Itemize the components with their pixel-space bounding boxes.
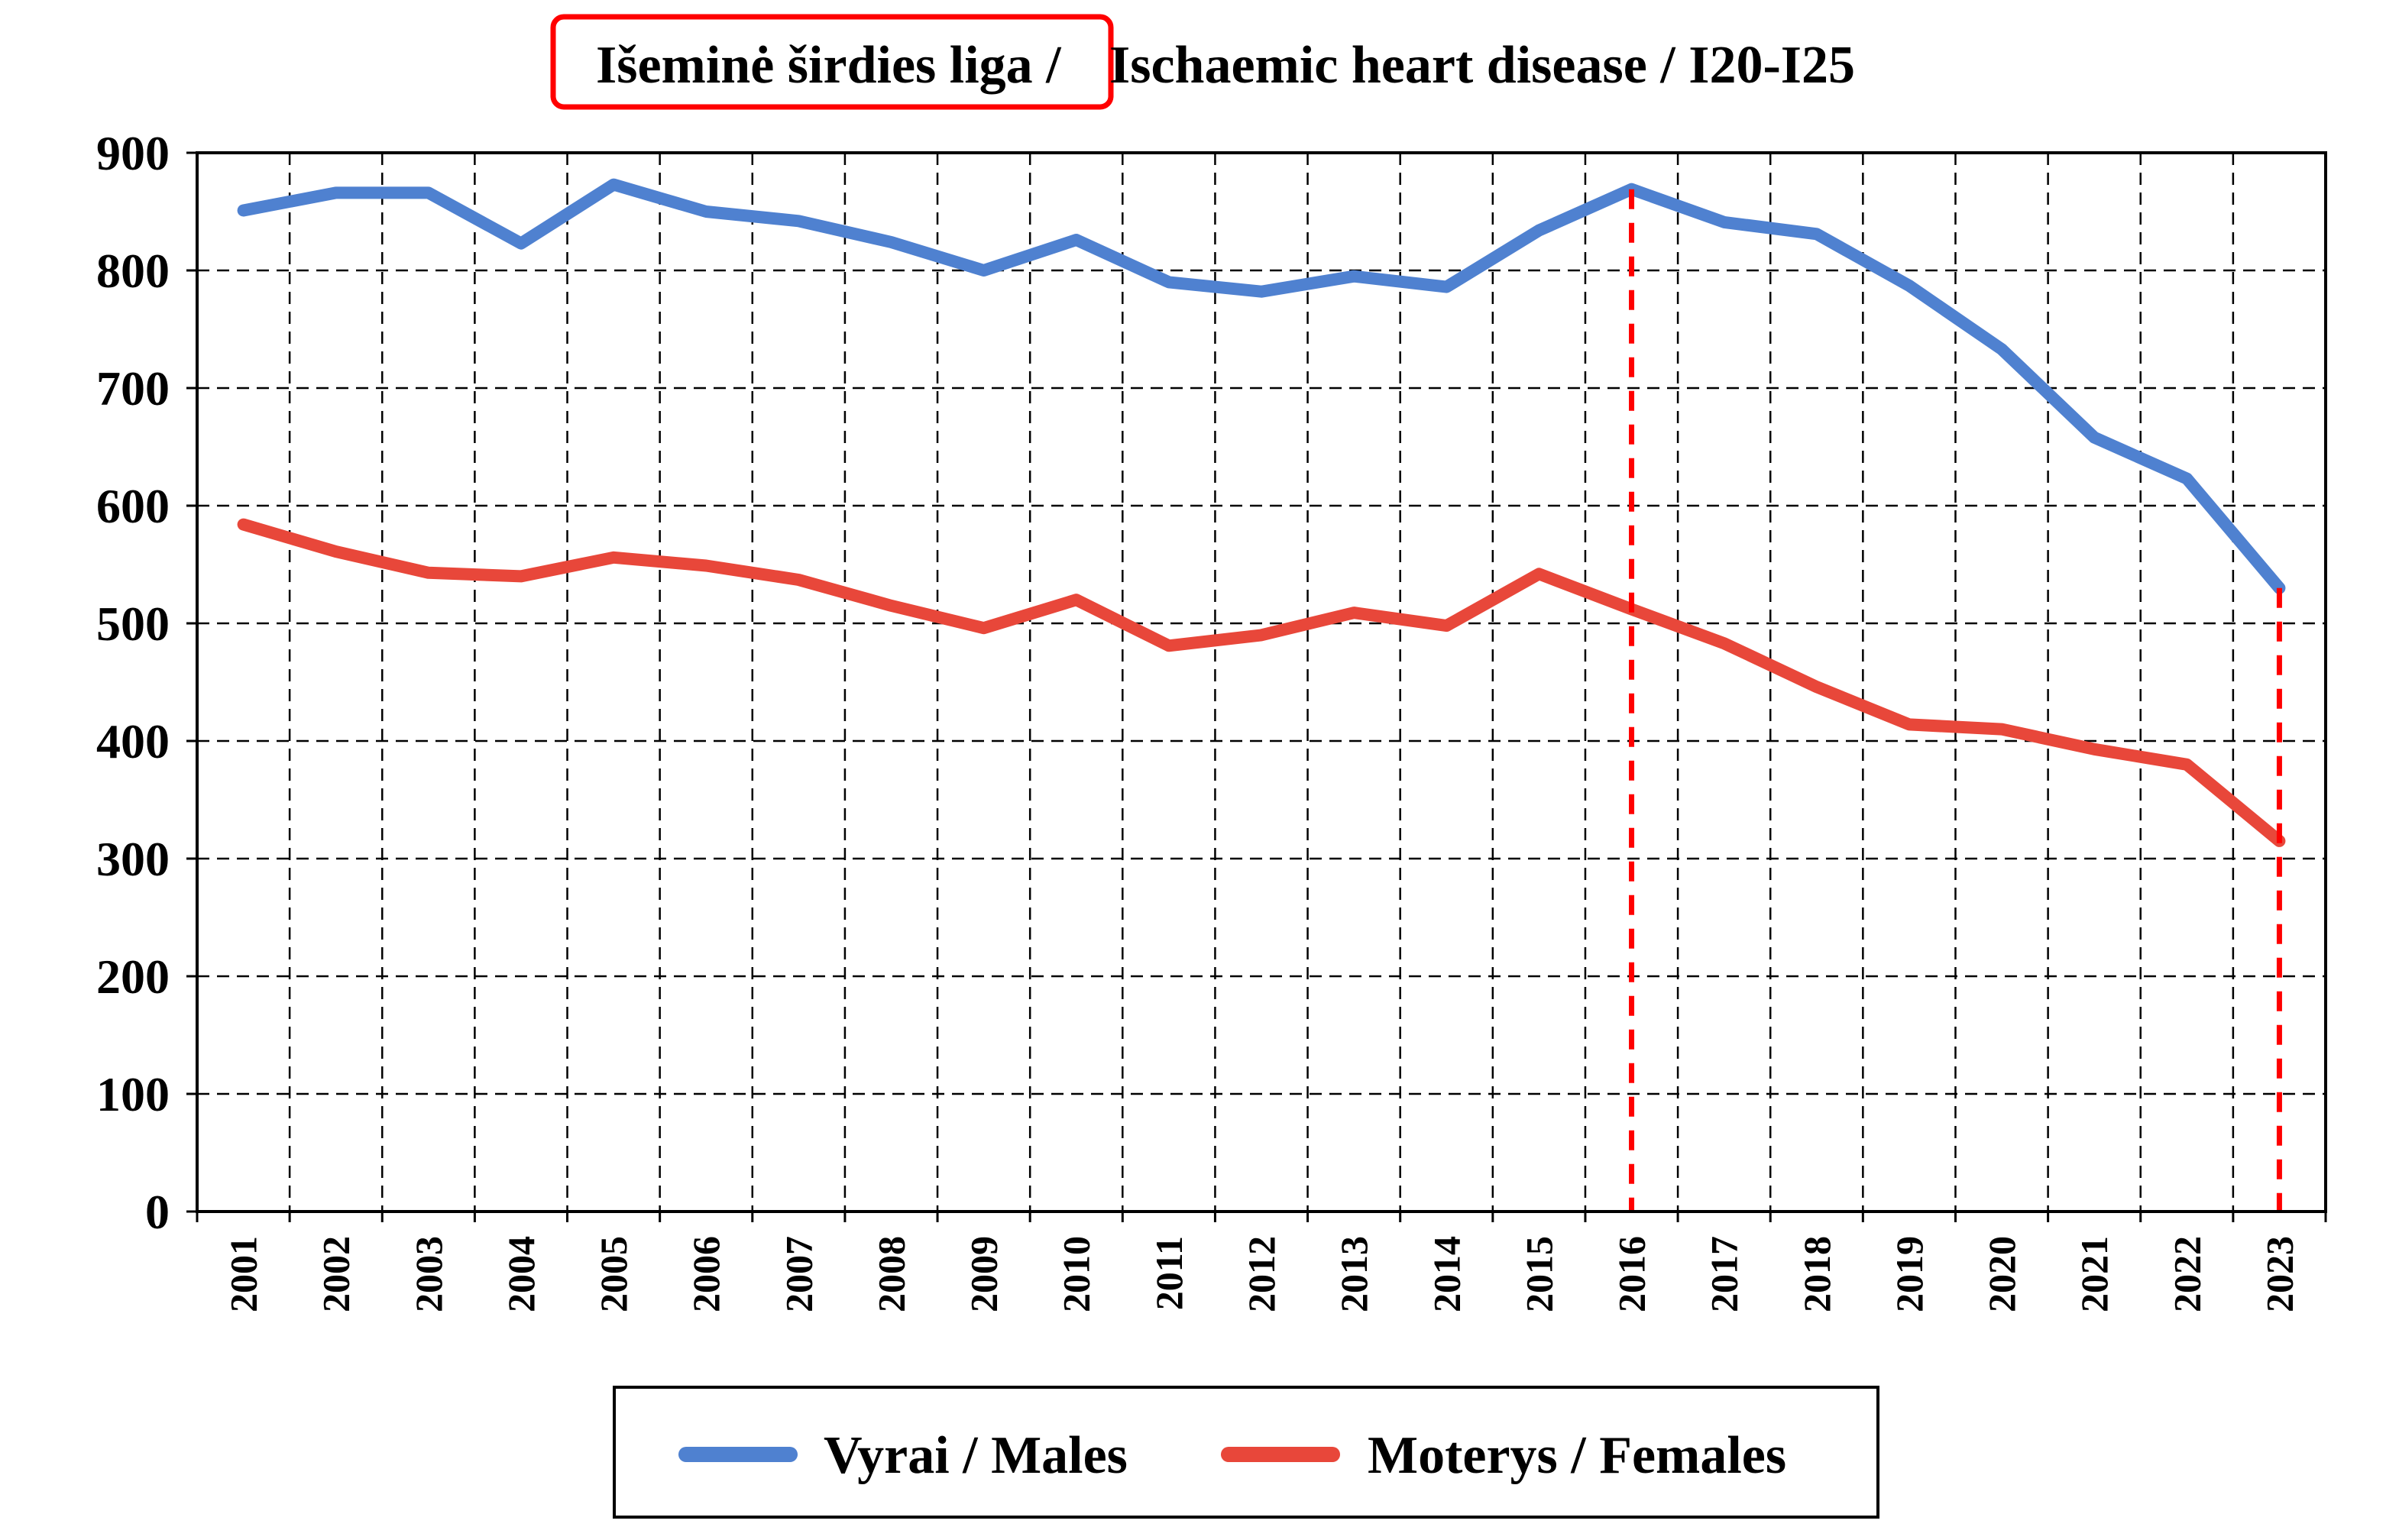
x-tick-label: 2015 <box>1517 1236 1560 1312</box>
x-tick-label: 2012 <box>1240 1236 1283 1312</box>
data-point-males <box>798 220 799 222</box>
x-tick-label: 2008 <box>869 1236 912 1312</box>
y-tick-label: 300 <box>96 832 170 886</box>
series-line-males <box>237 178 2286 594</box>
data-point-males <box>1168 281 1170 283</box>
x-tick-label: 2021 <box>2073 1236 2116 1312</box>
data-point-females <box>705 565 707 567</box>
x-tick-label: 2013 <box>1332 1236 1375 1312</box>
data-point-females <box>520 575 522 577</box>
x-tick-label: 2006 <box>685 1236 727 1312</box>
y-tick-label: 400 <box>96 714 170 768</box>
grid-lines <box>197 153 2326 1212</box>
data-point-males <box>335 192 337 193</box>
data-point-males <box>705 211 707 212</box>
data-point-males <box>1816 233 1818 235</box>
data-point-females <box>2186 764 2187 765</box>
y-tick-label: 800 <box>96 244 170 298</box>
data-point-males <box>1724 222 1725 223</box>
highlight-markers <box>1629 189 2282 1212</box>
data-point-males <box>613 184 614 186</box>
x-tick-label: 2009 <box>963 1236 1005 1312</box>
legend-label-females: Moterys / Females <box>1368 1426 1786 1485</box>
y-tick-label: 700 <box>96 361 170 416</box>
x-tick-label: 2011 <box>1148 1236 1190 1310</box>
data-point-females <box>890 605 892 607</box>
x-tick-label: 2001 <box>222 1236 265 1312</box>
data-point-females <box>1168 645 1170 646</box>
data-point-males <box>428 192 429 193</box>
x-tick-label: 2002 <box>315 1236 358 1312</box>
x-tick-label: 2016 <box>1611 1236 1653 1312</box>
y-tick-label: 600 <box>96 479 170 533</box>
data-point-females <box>335 551 337 552</box>
data-point-males <box>1076 239 1077 241</box>
series-line-females <box>237 518 2286 847</box>
data-point-males <box>2186 478 2187 480</box>
data-point-females <box>1724 642 1725 644</box>
data-point-females <box>1353 612 1355 613</box>
data-point-males <box>983 270 985 271</box>
data-point-males <box>2001 348 2002 350</box>
data-point-females <box>613 557 614 558</box>
data-point-females <box>2001 729 2002 730</box>
legend: Vyrai / Males Moterys / Females <box>613 1386 1879 1519</box>
data-point-females <box>1538 573 1539 574</box>
series-lines <box>237 178 2286 847</box>
y-tick-label: 500 <box>96 597 170 651</box>
x-tick-label: 2017 <box>1703 1236 1746 1312</box>
title-highlight-box <box>550 14 1114 110</box>
data-point-females <box>983 627 985 629</box>
chart-title: Išeminė širdies liga / Ischaemic heart d… <box>550 14 1855 110</box>
data-point-males <box>1353 276 1355 277</box>
data-point-males <box>1909 285 1910 286</box>
title-part1: Išeminė širdies liga / <box>596 36 1062 95</box>
x-tick-label: 2023 <box>2258 1236 2300 1312</box>
data-point-females <box>1909 723 1910 725</box>
x-tick-label: 2020 <box>1980 1236 2023 1312</box>
x-tick-label: 2022 <box>2165 1236 2208 1312</box>
data-point-females <box>798 579 799 581</box>
legend-label-males: Vyrai / Males <box>824 1426 1128 1485</box>
x-tick-label: 2004 <box>500 1236 542 1312</box>
x-tick-label: 2018 <box>1795 1236 1838 1312</box>
data-point-males <box>243 209 244 211</box>
y-tick-label: 200 <box>96 950 170 1004</box>
data-point-females <box>1261 634 1262 636</box>
data-point-males <box>520 243 522 244</box>
y-tick-label: 0 <box>145 1185 170 1239</box>
data-point-females <box>1446 625 1447 626</box>
data-point-males <box>2093 437 2095 438</box>
x-tick-label: 2007 <box>777 1236 820 1312</box>
data-point-males <box>890 241 892 243</box>
data-point-females <box>1816 686 1818 688</box>
x-tick-label: 2005 <box>592 1236 635 1312</box>
data-point-males <box>1538 230 1539 231</box>
x-tick-label: 2003 <box>407 1236 450 1312</box>
y-axis-tick-labels: 0 100 200 300 400 500 600 700 800 900 <box>96 126 197 1239</box>
data-point-females <box>1076 599 1077 600</box>
x-axis-tick-labels: 2001 2002 2003 2004 2005 2006 2007 2008 2009 2010… <box>196 1212 2327 1312</box>
plot-frame <box>196 151 2327 1213</box>
x-tick-label: 2010 <box>1055 1236 1098 1312</box>
y-tick-label: 900 <box>96 126 170 180</box>
data-point-males <box>1446 286 1447 288</box>
x-tick-label: 2014 <box>1425 1236 1468 1312</box>
data-point-males <box>1261 291 1262 293</box>
x-tick-label: 2019 <box>1888 1236 1931 1312</box>
data-point-females <box>2093 749 2095 750</box>
data-point-females <box>243 524 244 526</box>
y-tick-label: 100 <box>96 1067 170 1121</box>
title-part2: Ischaemic heart disease / I20-I25 <box>1109 36 1855 95</box>
data-point-females <box>428 572 429 574</box>
